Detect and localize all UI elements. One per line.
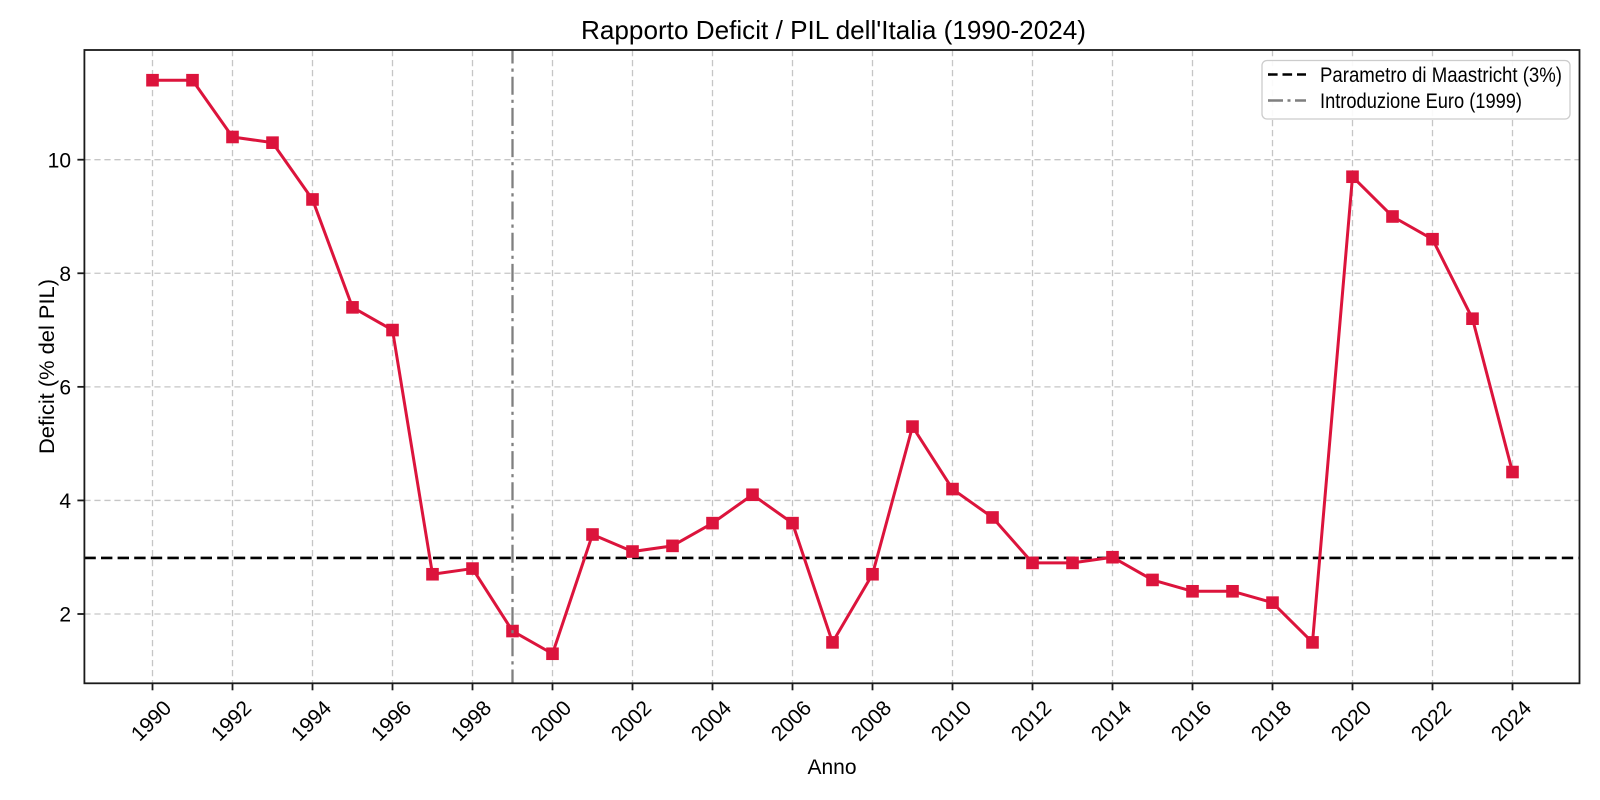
- svg-text:2: 2: [59, 604, 71, 627]
- svg-text:4: 4: [59, 490, 71, 513]
- svg-text:6: 6: [59, 376, 71, 399]
- svg-text:Deficit (% del PIL): Deficit (% del PIL): [36, 279, 59, 454]
- svg-text:Rapporto Deficit / PIL dell'It: Rapporto Deficit / PIL dell'Italia (1990…: [581, 15, 1086, 45]
- svg-text:Introduzione Euro (1999): Introduzione Euro (1999): [1320, 90, 1522, 113]
- svg-text:Parametro di Maastricht (3%): Parametro di Maastricht (3%): [1320, 64, 1562, 87]
- svg-text:10: 10: [48, 149, 71, 172]
- svg-text:8: 8: [59, 263, 71, 286]
- svg-text:Anno: Anno: [807, 756, 856, 779]
